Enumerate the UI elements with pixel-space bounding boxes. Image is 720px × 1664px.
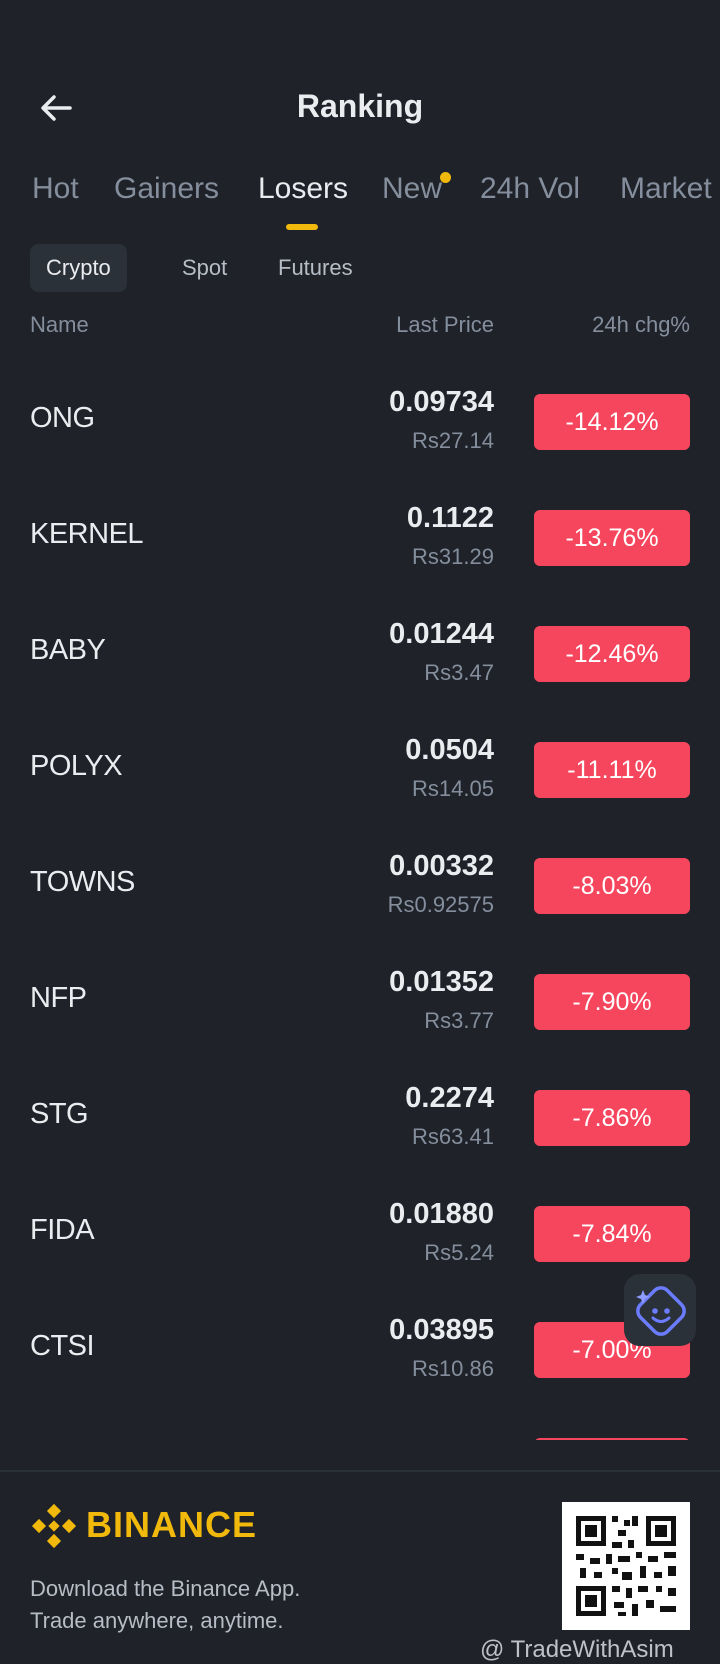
last-price: 0.2274 (405, 1082, 494, 1114)
last-price: 0.01880 (389, 1198, 494, 1230)
subtab-spot[interactable]: Spot (182, 255, 228, 280)
table-row[interactable]: CTSI 0.03895 Rs10.86 -7.00% (0, 1290, 720, 1406)
binance-diamond-icon (31, 1503, 77, 1549)
qr-code[interactable] (562, 1502, 690, 1630)
fiat-price: Rs0.92575 (387, 892, 494, 917)
coin-symbol: TOWNS (30, 866, 135, 898)
last-price: 0.0504 (405, 734, 494, 766)
change-badge[interactable]: -13.76% (534, 510, 690, 566)
coin-symbol: FIDA (30, 1214, 95, 1246)
last-price: 0.01244 (389, 618, 494, 650)
fiat-price: Rs10.86 (412, 1356, 494, 1381)
ranking-tabs: Hot Gainers Losers New 24h Vol Market (0, 172, 720, 232)
tab-hot[interactable]: Hot (32, 172, 79, 205)
footer-divider (0, 1470, 720, 1472)
new-badge-dot (440, 172, 451, 183)
table-row[interactable]: KERNEL 0.1122 Rs31.29 -13.76% (0, 478, 720, 594)
column-24h-change[interactable]: 24h chg% (592, 312, 690, 337)
change-badge-partial[interactable] (534, 1438, 690, 1440)
last-price: 0.09734 (389, 386, 494, 418)
download-text-line1: Download the Binance App. (30, 1576, 301, 1601)
fiat-price: Rs3.77 (424, 1008, 494, 1033)
coin-symbol: NFP (30, 982, 87, 1014)
qr-code-icon (576, 1516, 676, 1616)
table-row[interactable]: NFP 0.01352 Rs3.77 -7.90% (0, 942, 720, 1058)
tab-losers[interactable]: Losers (258, 172, 349, 205)
fiat-price: Rs14.05 (412, 776, 494, 801)
table-row[interactable]: ONG 0.09734 Rs27.14 -14.12% (0, 362, 720, 478)
fiat-price: Rs3.47 (424, 660, 494, 685)
coin-symbol: ONG (30, 402, 95, 434)
coin-symbol: KERNEL (30, 518, 144, 550)
last-price: 0.03895 (389, 1314, 494, 1346)
tab-gainers[interactable]: Gainers (114, 172, 220, 205)
ai-assistant-button[interactable] (624, 1274, 696, 1346)
back-arrow-icon[interactable] (36, 88, 76, 128)
fiat-price: Rs63.41 (412, 1124, 494, 1149)
coin-symbol: CTSI (30, 1330, 95, 1362)
active-tab-indicator (286, 224, 318, 230)
table-row[interactable]: BABY 0.01244 Rs3.47 -12.46% (0, 594, 720, 710)
change-badge[interactable]: -14.12% (534, 394, 690, 450)
subtab-crypto[interactable]: Crypto (30, 244, 127, 292)
brand-wordmark: BINANCE (86, 1504, 258, 1545)
ranking-list: ONG 0.09734 Rs27.14 -14.12% KERNEL 0.112… (0, 362, 720, 1440)
fiat-price: Rs5.24 (424, 1240, 494, 1265)
change-badge[interactable]: -11.11% (534, 742, 690, 798)
last-price: 0.1122 (406, 502, 494, 534)
download-text-line2: Trade anywhere, anytime. (30, 1608, 284, 1633)
table-row[interactable]: TOWNS 0.00332 Rs0.92575 -8.03% (0, 826, 720, 942)
tab-new[interactable]: New (382, 172, 443, 205)
app-download-banner: BINANCE Download the Binance App. Trade … (0, 1472, 720, 1660)
fiat-price: Rs31.29 (412, 544, 494, 569)
change-badge[interactable]: -7.90% (534, 974, 690, 1030)
column-name[interactable]: Name (30, 312, 89, 337)
top-bar: Ranking (0, 70, 720, 146)
change-badge[interactable]: -12.46% (534, 626, 690, 682)
table-row-partial[interactable] (0, 1406, 720, 1440)
subtab-futures[interactable]: Futures (278, 255, 353, 280)
last-price: 0.01352 (389, 966, 494, 998)
coin-symbol: POLYX (30, 750, 123, 782)
watermark: @ TradeWithAsim (480, 1636, 674, 1663)
last-price: 0.00332 (389, 850, 494, 882)
table-row[interactable]: FIDA 0.01880 Rs5.24 -7.84% (0, 1174, 720, 1290)
table-row[interactable]: POLYX 0.0504 Rs14.05 -11.11% (0, 710, 720, 826)
coin-symbol: BABY (30, 634, 106, 666)
binance-logo[interactable]: BINANCE (30, 1502, 290, 1552)
column-last-price[interactable]: Last Price (396, 312, 494, 337)
tab-market[interactable]: Market (620, 172, 712, 205)
tab-24h-vol[interactable]: 24h Vol (480, 172, 581, 205)
smiley-sparkle-icon (636, 1286, 686, 1336)
change-badge[interactable]: -7.86% (534, 1090, 690, 1146)
table-row[interactable]: STG 0.2274 Rs63.41 -7.86% (0, 1058, 720, 1174)
fiat-price: Rs27.14 (412, 428, 494, 453)
change-badge[interactable]: -8.03% (534, 858, 690, 914)
coin-symbol: STG (30, 1098, 89, 1130)
change-badge[interactable]: -7.84% (534, 1206, 690, 1262)
page-title: Ranking (296, 88, 424, 124)
